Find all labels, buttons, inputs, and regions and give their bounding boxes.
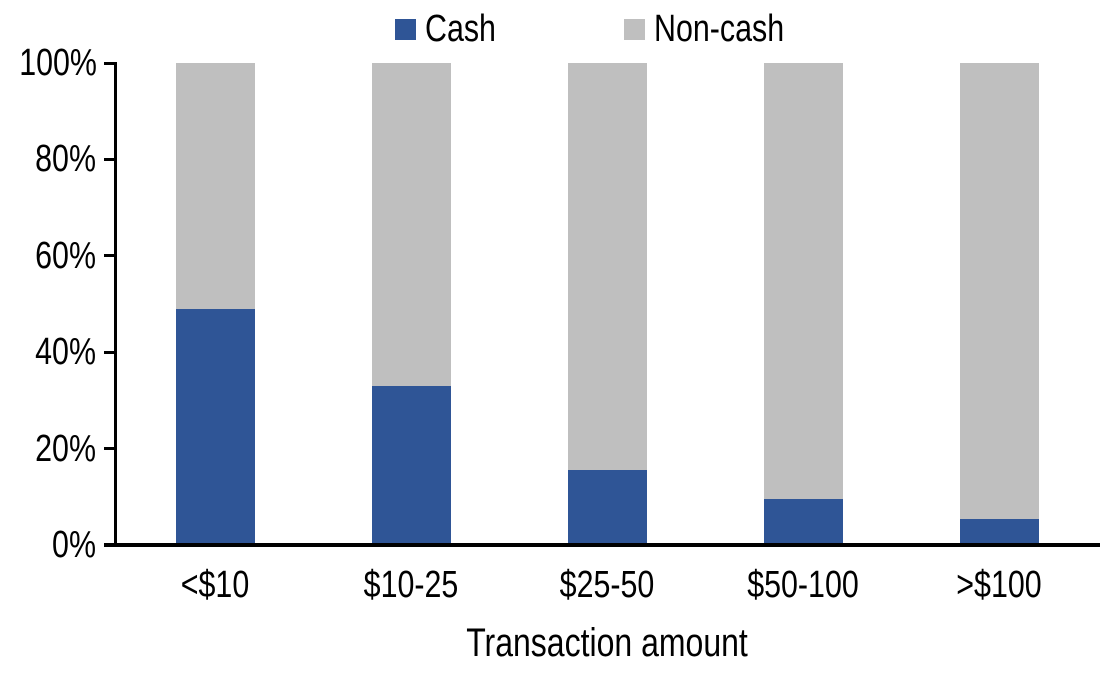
y-axis-line [114,63,117,545]
bar-segment-non-cash [567,63,647,471]
x-tick-label: <$10 [180,564,250,606]
bar-segment-cash [567,470,647,545]
bar-group-3 [567,63,647,545]
legend-item-cash: Cash [395,8,514,50]
bar-segment-cash [763,499,843,545]
bar-segment-non-cash [959,63,1039,519]
legend-item-non-cash: Non-cash [624,8,817,50]
y-tick-label: 80% [35,138,96,181]
y-tick [104,157,117,161]
y-tick [104,254,117,258]
y-tick-label: 0% [52,524,96,566]
x-tick-label: $10-25 [363,564,459,606]
x-tick-label: $25-50 [559,564,655,606]
cash-legend-swatch-icon [395,18,417,40]
bar-group-5 [959,63,1039,545]
bar-group-2 [371,63,451,545]
non-cash-legend-swatch-icon [624,18,646,40]
bar-segment-non-cash [371,63,451,386]
y-tick [104,61,117,65]
bar-segment-cash [959,518,1039,545]
x-axis-line [104,543,1100,547]
legend-label-non-cash: Non-cash [654,8,785,50]
y-tick-label: 40% [35,331,96,374]
y-tick-label: 100% [19,42,97,84]
y-tick [104,447,117,451]
plot-area [117,63,1097,545]
bar-segment-non-cash [175,63,255,309]
bar-segment-non-cash [763,63,843,500]
bar-segment-cash [175,308,255,545]
x-axis-title: Transaction amount [466,621,748,665]
legend: Cash Non-cash [0,8,1102,50]
y-tick-label: 20% [35,427,96,470]
bar-group-4 [763,63,843,545]
x-tick-label: $50-100 [747,564,859,606]
x-tick-label: >$100 [956,564,1042,606]
legend-label-cash: Cash [425,8,497,50]
bar-group-1 [175,63,255,545]
y-tick [104,350,117,354]
y-tick-label: 60% [35,234,96,277]
bar-segment-cash [371,385,451,545]
